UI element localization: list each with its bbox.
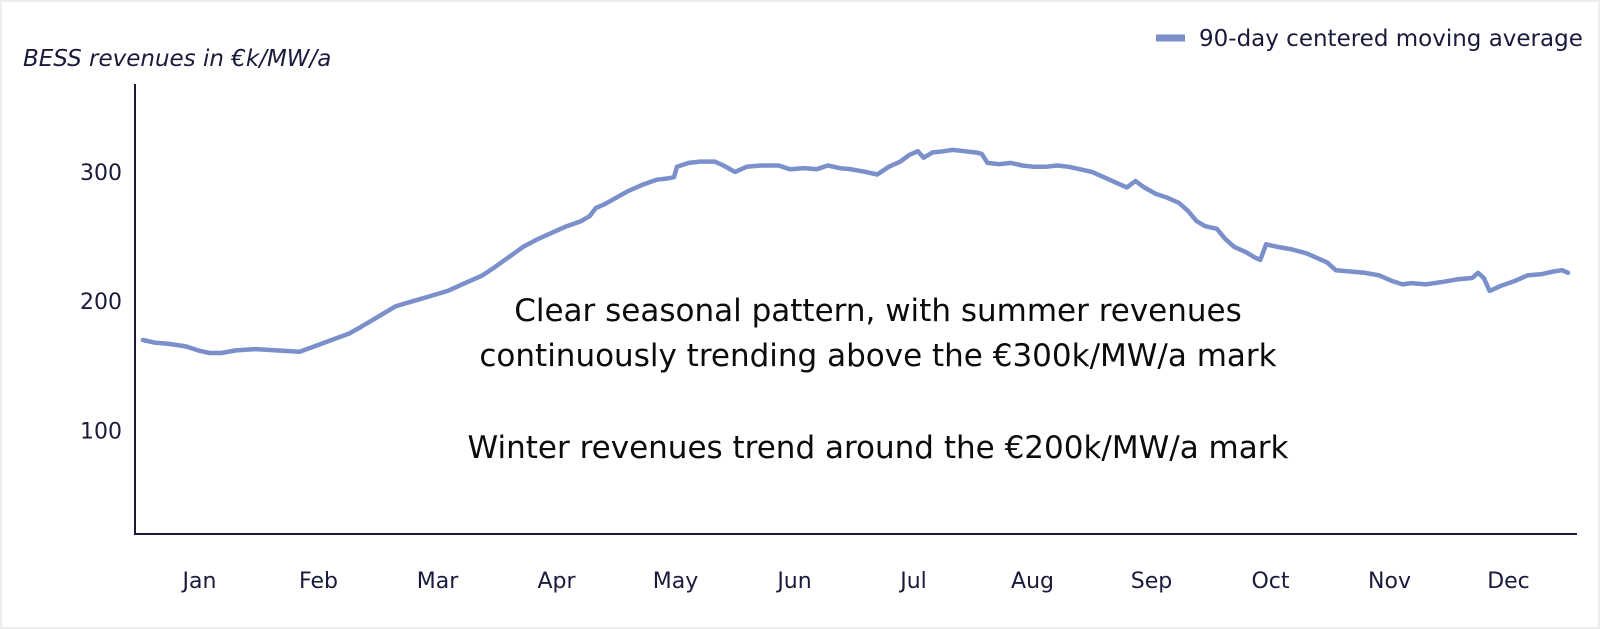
x-tick-labels: Jan Feb Mar Apr May Jun Jul Aug Sep Oct Nov Dec: [181, 569, 1530, 594]
y-tick-label: 100: [80, 420, 122, 445]
annotation-line-1: Clear seasonal pattern, with summer reve…: [514, 293, 1242, 329]
x-tick-label: Jan: [181, 569, 217, 594]
legend-label: 90-day centered moving average: [1199, 26, 1583, 52]
x-tick-label: Aug: [1011, 569, 1054, 594]
moving-average-line: [140, 147, 1571, 356]
x-tick-label: Nov: [1368, 569, 1411, 594]
x-tick-label: Jun: [775, 569, 811, 594]
x-tick-label: Mar: [417, 569, 459, 594]
annotation-line-3: Winter revenues trend around the €200k/M…: [468, 430, 1289, 466]
y-axis-label: BESS revenues in €k/MW/a: [23, 46, 331, 72]
x-tick-label: May: [653, 569, 698, 594]
x-tick-label: Feb: [299, 569, 338, 594]
y-tick-labels: 100 200 300: [80, 161, 122, 445]
annotation-line-2: continuously trending above the €300k/MW…: [479, 338, 1276, 374]
x-tick-label: Dec: [1487, 569, 1530, 594]
y-tick-label: 300: [80, 161, 122, 186]
x-tick-label: Jul: [898, 569, 927, 594]
x-tick-label: Sep: [1131, 569, 1172, 594]
x-tick-label: Apr: [537, 569, 576, 594]
x-tick-label: Oct: [1251, 569, 1289, 594]
y-tick-label: 200: [80, 290, 122, 315]
